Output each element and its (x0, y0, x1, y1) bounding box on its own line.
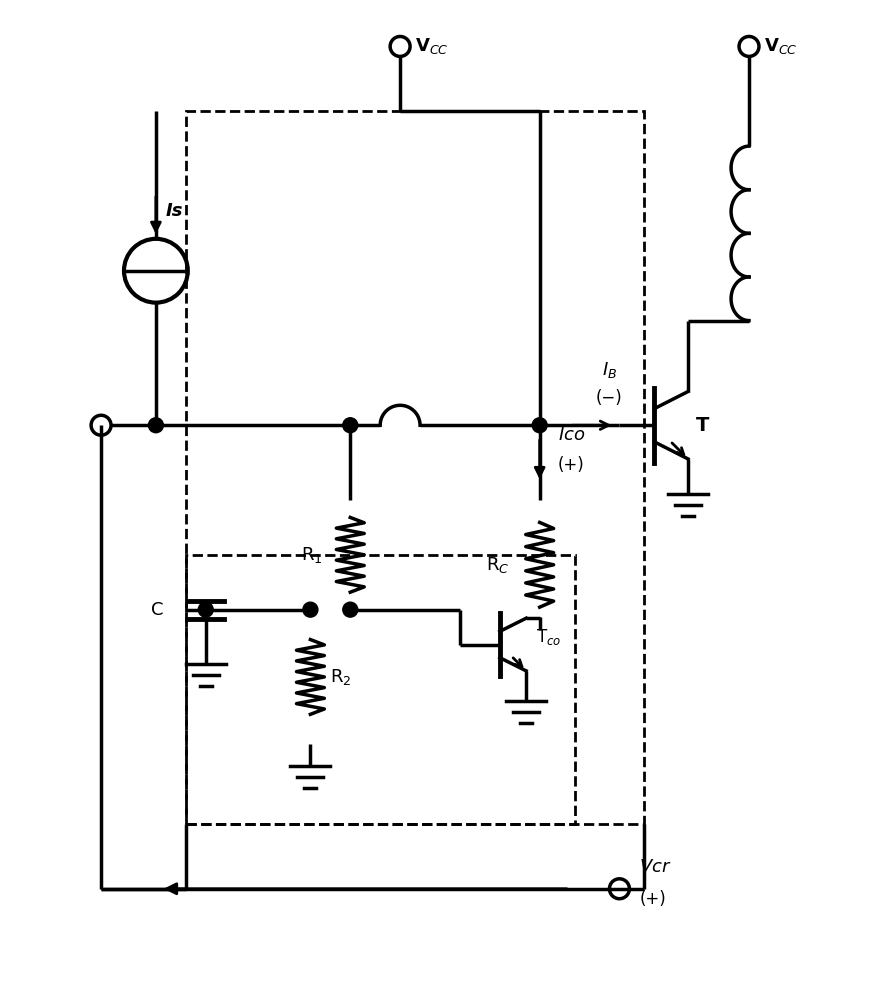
Text: (+): (+) (640, 890, 666, 908)
Circle shape (303, 602, 318, 617)
Circle shape (149, 418, 164, 433)
Text: T: T (696, 416, 709, 435)
Circle shape (532, 418, 547, 433)
Circle shape (343, 418, 358, 433)
Text: (+): (+) (557, 456, 584, 474)
Text: $Ico$: $Ico$ (557, 426, 585, 444)
Bar (186, 555, 575, 824)
Text: R$_C$: R$_C$ (487, 555, 510, 575)
Bar (186, 111, 644, 824)
Text: $I_B$: $I_B$ (602, 360, 617, 380)
Text: Is: Is (166, 202, 184, 220)
Text: T$_{co}$: T$_{co}$ (536, 627, 562, 647)
Text: $V$cr: $V$cr (640, 858, 672, 876)
Text: R$_1$: R$_1$ (301, 545, 322, 565)
Text: (−): (−) (596, 389, 623, 407)
Circle shape (343, 602, 358, 617)
Text: C: C (151, 601, 164, 619)
Text: V$_{CC}$: V$_{CC}$ (764, 36, 798, 56)
Text: V$_{CC}$: V$_{CC}$ (415, 36, 449, 56)
Circle shape (199, 602, 214, 617)
Text: R$_2$: R$_2$ (331, 667, 352, 687)
